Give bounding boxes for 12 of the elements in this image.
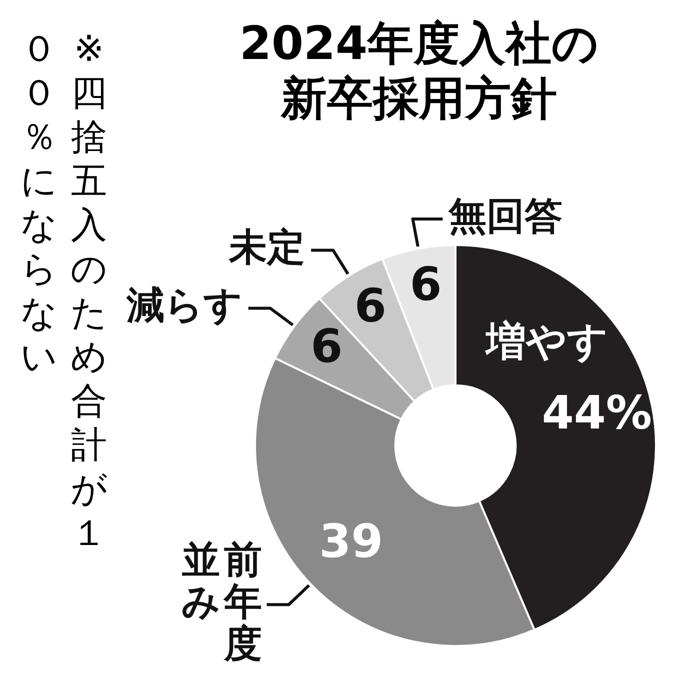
- data-label: 6: [410, 256, 442, 311]
- slice-label: 増やす: [484, 318, 608, 365]
- data-label: 44%: [542, 385, 652, 440]
- data-label: 6: [310, 318, 343, 373]
- slice-label: 前年度並み: [180, 538, 262, 666]
- chart-title: 2024年度入社の新卒採用方針: [238, 16, 600, 126]
- slice-label: 減らす: [125, 283, 242, 328]
- text: ※四捨五入のため合計が１００％にならない: [20, 29, 108, 554]
- slice-label: 未定: [228, 225, 306, 270]
- data-label: 39: [319, 514, 384, 568]
- slice-label: 無回答: [448, 194, 563, 238]
- data-label: 6: [354, 278, 386, 333]
